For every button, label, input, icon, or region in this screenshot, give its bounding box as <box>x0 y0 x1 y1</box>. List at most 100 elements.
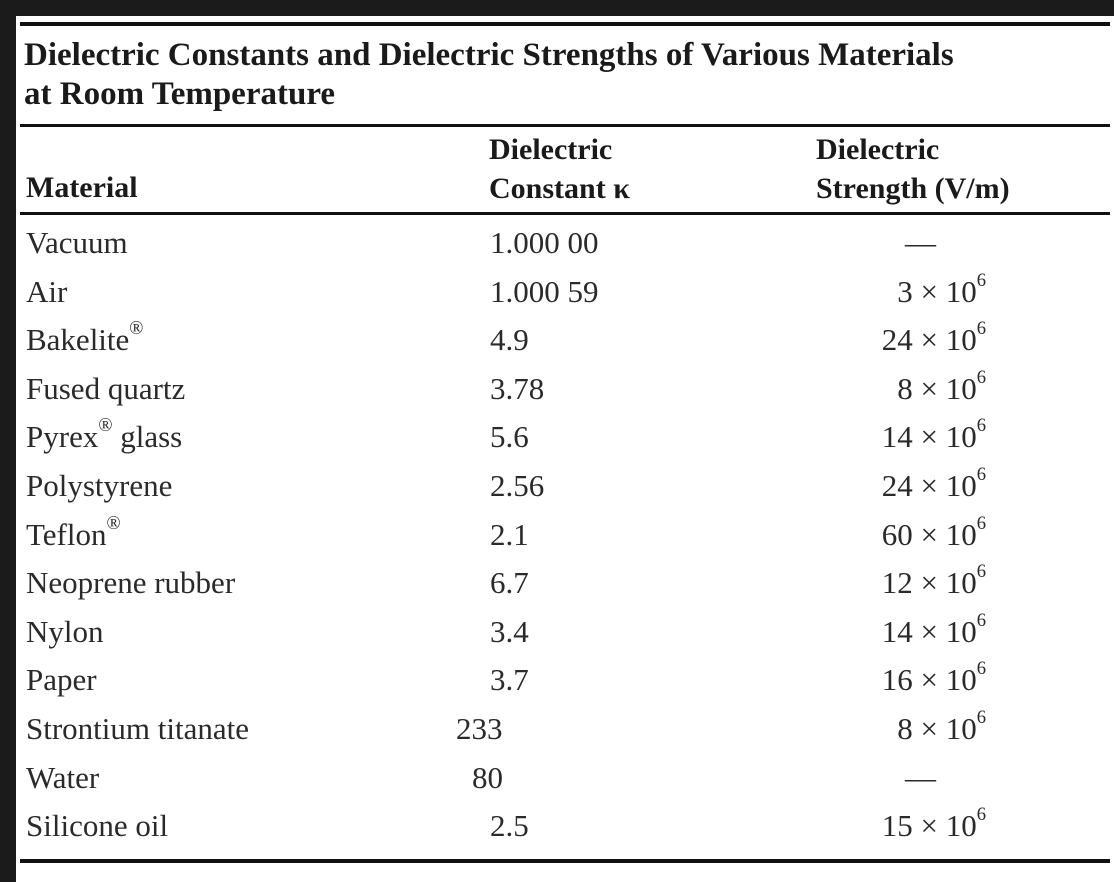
registered-mark: ® <box>106 512 121 534</box>
table-row: Polystyrene 2.56 24 × 106 <box>16 461 1114 510</box>
material-name: Fused quartz <box>26 370 186 406</box>
dielectric-strength-cell: 8 × 106 <box>897 708 986 746</box>
bottom-rule <box>20 859 1110 863</box>
strength-value: 12 × 10 <box>881 565 977 601</box>
material-cell: Nylon <box>26 613 104 649</box>
table-row: Neoprene rubber 6.7 12 × 106 <box>16 558 1114 607</box>
strength-exponent: 6 <box>976 415 986 437</box>
material-cell: Teflon® <box>26 514 121 552</box>
table-row: Paper 3.7 16 × 106 <box>16 655 1114 704</box>
dielectric-strength-cell: — <box>905 226 936 260</box>
dielectric-strength-cell: 12 × 106 <box>881 563 986 601</box>
table-row: Water 80 — <box>16 753 1114 802</box>
material-name: Pyrex <box>26 419 99 455</box>
material-name: Nylon <box>26 613 104 649</box>
header-constant-line-2: Constant κ <box>489 172 630 205</box>
material-cell: Pyrex® glass <box>26 417 183 455</box>
strength-exponent: 6 <box>976 512 986 534</box>
material-cell: Polystyrene <box>26 467 173 503</box>
material-name: Silicone oil <box>26 808 169 844</box>
registered-mark: ® <box>129 318 144 340</box>
strength-value: 60 × 10 <box>881 516 977 552</box>
dielectric-constant-cell: 4.9 <box>490 322 529 358</box>
title-rule <box>20 124 1110 127</box>
material-name: Vacuum <box>26 225 128 260</box>
table-row: Nylon 3.4 14 × 106 <box>16 607 1114 656</box>
table-row: Teflon® 2.1 60 × 106 <box>16 510 1114 559</box>
table-title: Dielectric Constants and Dielectric Stre… <box>24 36 1104 114</box>
strength-exponent: 6 <box>976 707 986 729</box>
header-strength-line-2: Strength (V/m) <box>816 172 1010 205</box>
strength-exponent: 6 <box>976 318 986 340</box>
material-cell: Paper <box>26 663 97 697</box>
dielectric-constant-cell: 6.7 <box>490 565 529 601</box>
strength-exponent: 6 <box>976 658 986 680</box>
dielectric-strength-cell: 8 × 106 <box>897 368 986 406</box>
dielectric-constant-cell: 3.4 <box>490 613 529 649</box>
material-cell: Vacuum <box>26 226 128 260</box>
table-title-line-1: Dielectric Constants and Dielectric Stre… <box>24 37 954 73</box>
header-dielectric-constant: Dielectric Constant κ <box>489 130 630 208</box>
table-title-line-2: at Room Temperature <box>24 76 336 112</box>
strength-value: — <box>905 759 936 795</box>
table-row: Bakelite® 4.9 24 × 106 <box>16 315 1114 364</box>
strength-value: 8 × 10 <box>897 370 977 406</box>
material-name: Paper <box>26 662 97 698</box>
strength-exponent: 6 <box>976 464 986 486</box>
strength-value: 16 × 10 <box>881 662 977 698</box>
strength-exponent: 6 <box>976 609 986 631</box>
dielectric-constant-cell: 2.1 <box>490 516 529 552</box>
dielectric-strength-cell: 14 × 106 <box>881 611 986 649</box>
dielectric-constant-cell: 5.6 <box>490 419 529 455</box>
strength-value: 14 × 10 <box>881 613 977 649</box>
material-name: Teflon <box>26 516 107 552</box>
strength-exponent: 6 <box>976 561 986 583</box>
material-name: Air <box>26 273 68 309</box>
dielectric-constant-cell: 3.78 <box>490 370 545 406</box>
table-page: Dielectric Constants and Dielectric Stre… <box>16 16 1114 882</box>
strength-value: 15 × 10 <box>881 808 977 844</box>
header-dielectric-strength: Dielectric Strength (V/m) <box>816 130 1010 208</box>
dielectric-strength-cell: 14 × 106 <box>881 417 986 455</box>
strength-value: 3 × 10 <box>897 273 977 309</box>
dielectric-constant-cell: 2.5 <box>490 808 529 844</box>
header-rule <box>20 212 1110 215</box>
header-material: Material <box>26 168 138 207</box>
dielectric-constant-cell: 1.000 00 <box>490 225 599 260</box>
material-cell: Silicone oil <box>26 809 168 843</box>
dielectric-constant-cell: 233 <box>456 710 503 746</box>
material-suffix: glass <box>112 419 183 455</box>
table-body: Vacuum 1.000 00— Air 1.000 59 3 × 106 Bakelit… <box>16 218 1114 850</box>
dielectric-constant-cell: 1.000 59 <box>490 273 599 309</box>
table-row: Air 1.000 59 3 × 106 <box>16 267 1114 316</box>
material-cell: Water <box>26 760 99 795</box>
dielectric-constant-cell: 2.56 <box>490 467 545 503</box>
strength-value: 24 × 10 <box>881 467 977 503</box>
table-row: Pyrex® glass 5.6 14 × 106 <box>16 412 1114 461</box>
dielectric-strength-cell: 60 × 106 <box>881 514 986 552</box>
top-rule <box>20 22 1110 26</box>
strength-value: 24 × 10 <box>881 322 977 358</box>
table-row: Strontium titanate 233 8 × 106 <box>16 704 1114 753</box>
strength-value: — <box>905 225 936 260</box>
dielectric-strength-cell: 15 × 106 <box>881 806 986 844</box>
strength-value: 14 × 10 <box>881 419 977 455</box>
strength-exponent: 6 <box>976 269 986 291</box>
material-cell: Fused quartz <box>26 370 186 406</box>
dielectric-strength-cell: 24 × 106 <box>881 320 986 358</box>
dielectric-constant-cell: 3.7 <box>490 662 529 698</box>
material-name: Neoprene rubber <box>26 565 236 601</box>
table-row: Fused quartz 3.78 8 × 106 <box>16 364 1114 413</box>
header-constant-line-1: Dielectric <box>489 133 613 166</box>
material-cell: Strontium titanate <box>26 711 249 746</box>
material-name: Polystyrene <box>26 467 173 503</box>
strength-value: 8 × 10 <box>897 710 977 746</box>
material-cell: Neoprene rubber <box>26 566 235 600</box>
strength-exponent: 6 <box>976 366 986 388</box>
table-row: Vacuum 1.000 00 — <box>16 218 1114 267</box>
material-cell: Air <box>26 273 68 309</box>
dielectric-strength-cell: — <box>905 759 936 795</box>
material-cell: Bakelite® <box>26 320 143 357</box>
dielectric-strength-cell: 3 × 106 <box>897 271 986 309</box>
